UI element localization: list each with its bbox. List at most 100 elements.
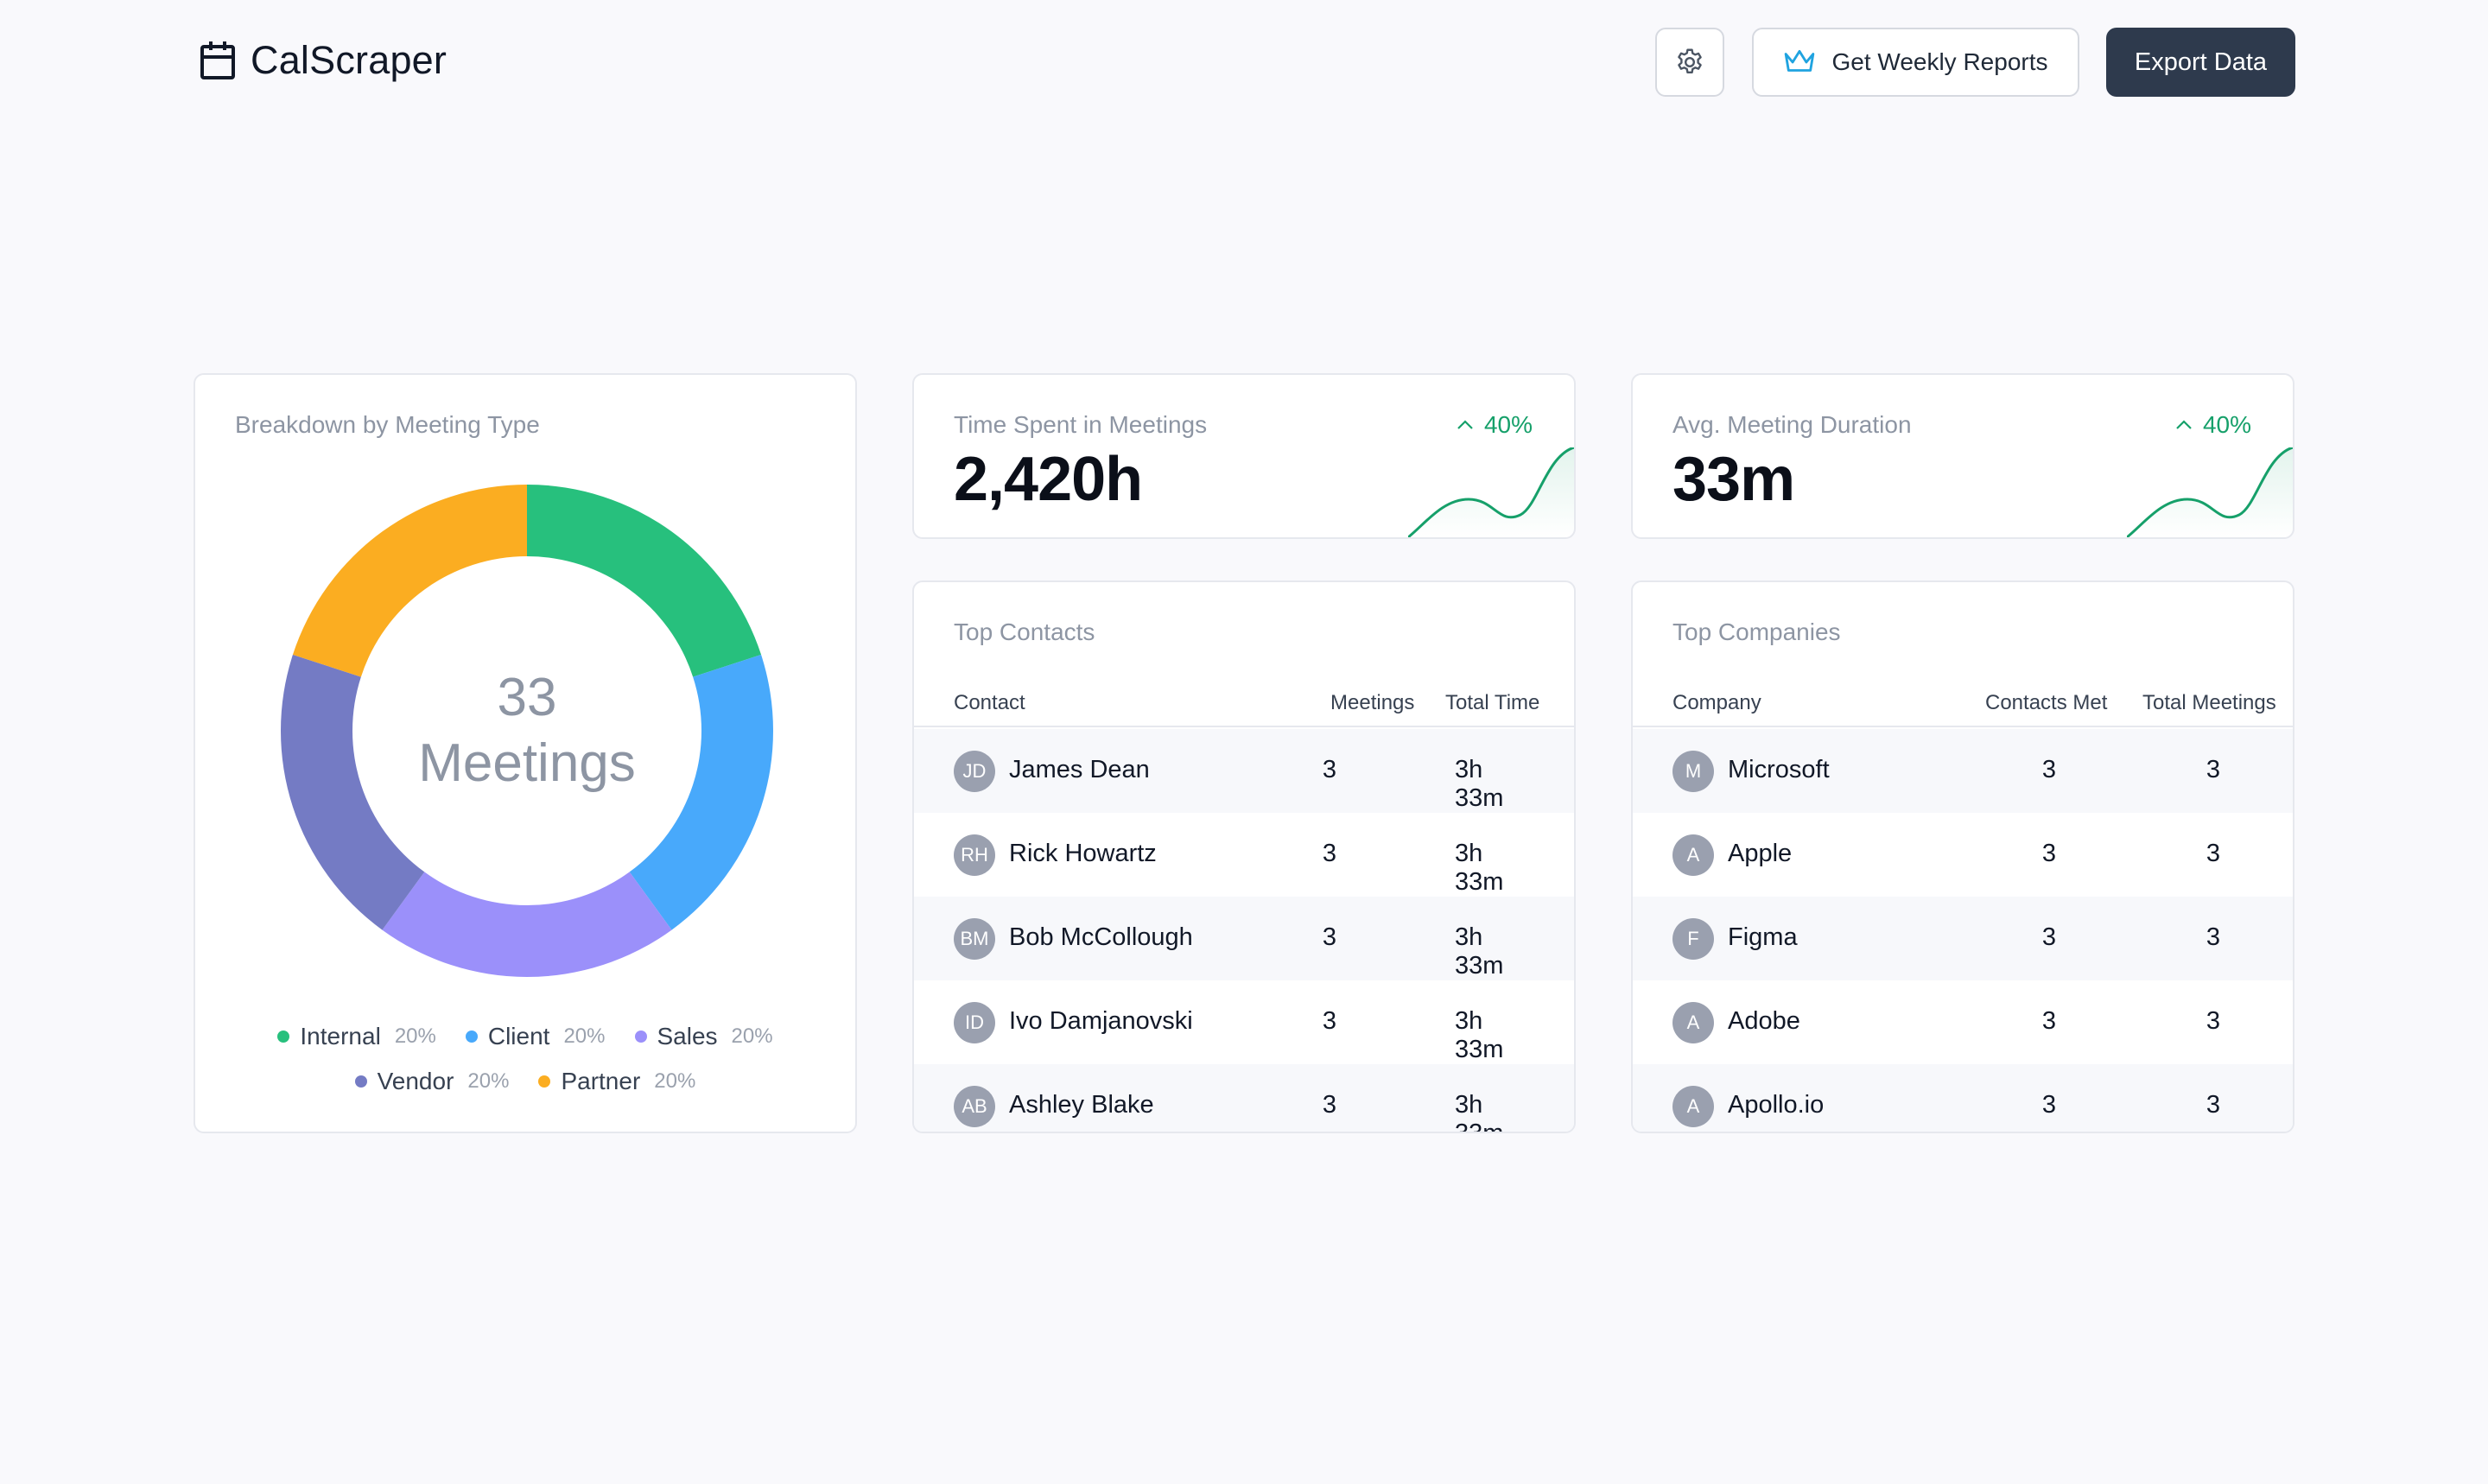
donut-slice-partner[interactable] [292,485,527,677]
total-meetings: 3 [2206,1091,2221,1119]
legend-pct: 20% [654,1069,696,1093]
legend-label: Sales [657,1023,718,1050]
legend-item-sales[interactable]: Sales 20% [634,1023,773,1050]
table-row[interactable]: AB Ashley Blake 3 3h 33m [914,1064,1574,1133]
avatar: JD [954,751,995,792]
table-header: Contact Meetings Total Time [914,679,1574,727]
avatar: A [1672,1086,1714,1127]
company-name: Apple [1728,840,1793,867]
meetings-count: 33 [497,668,557,727]
table-row[interactable]: A Apollo.io 3 3 [1633,1064,2293,1132]
donut-slice-client[interactable] [629,654,773,930]
table-header: Company Contacts Met Total Meetings [1633,679,2293,727]
stat-title: Time Spent in Meetings [954,411,1208,438]
column-header-total-time[interactable]: Total Time [1445,691,1540,714]
table-row[interactable]: BM Bob McCollough 3 3h 33m [914,897,1574,980]
total-time: 3h 33m [1455,1091,1504,1133]
legend-dot [277,1031,290,1043]
total-time: 3h 33m [1455,840,1504,896]
contact-name: Bob McCollough [1009,923,1193,951]
reports-label: Get Weekly Reports [1831,48,2048,75]
legend-item-client[interactable]: Client 20% [465,1023,606,1050]
get-weekly-reports-button[interactable]: Get Weekly Reports [1752,28,2079,97]
stat-change: 40% [1455,411,1533,439]
avatar: A [1672,1002,1714,1043]
contacts-met: 3 [2041,1091,2057,1119]
legend-label: Partner [561,1068,641,1094]
legend-dot [538,1075,551,1088]
legend-label: Vendor [377,1068,454,1094]
column-header-company[interactable]: Company [1672,691,1761,714]
brand[interactable]: CalScraper [199,38,447,83]
legend-pct: 20% [563,1024,606,1048]
legend-label: Internal [300,1023,381,1050]
avatar: BM [954,918,995,960]
crown-icon [1785,49,1815,72]
donut-chart [280,485,773,977]
avatar: RH [954,834,995,876]
stat-value: 2,420h [954,445,1143,514]
column-header-meetings[interactable]: Meetings [1330,691,1415,714]
avatar: A [1672,834,1714,876]
stat-title: Avg. Meeting Duration [1672,411,1912,438]
legend-dot [634,1031,647,1043]
column-header-contact[interactable]: Contact [954,691,1025,714]
company-name: Microsoft [1728,756,1830,783]
contact-name: Ivo Damjanovski [1009,1007,1193,1035]
meetings-count: 3 [1322,923,1337,951]
total-time: 3h 33m [1455,756,1504,812]
legend-dot [354,1075,367,1088]
export-data-button[interactable]: Export Data [2106,28,2295,97]
legend-pct: 20% [731,1024,773,1048]
table-row[interactable]: F Figma 3 3 [1633,897,2293,980]
stat-value: 33m [1672,445,1795,514]
avatar: AB [954,1086,995,1127]
table-row[interactable]: M Microsoft 3 3 [1633,729,2293,813]
column-header-contacts-met[interactable]: Contacts Met [1985,691,2108,714]
table-row[interactable]: ID Ivo Damjanovski 3 3h 33m [914,980,1574,1064]
sparkline [1408,447,1574,537]
legend-row: Vendor 20% Partner 20% [195,1068,855,1095]
donut-slice-internal[interactable] [527,485,762,677]
top-contacts-title: Top Contacts [954,618,1095,645]
top-companies-card: Top Companies Company Contacts Met Total… [1631,580,2294,1133]
legend-pct: 20% [467,1069,510,1093]
contact-name: James Dean [1009,756,1150,783]
donut-slice-sales[interactable] [382,872,672,977]
top-companies-title: Top Companies [1672,618,1841,645]
table-row[interactable]: A Apple 3 3 [1633,813,2293,897]
column-header-total-meetings[interactable]: Total Meetings [2142,691,2276,714]
breakdown-title: Breakdown by Meeting Type [235,411,540,438]
calendar-icon [200,41,235,79]
legend-item-partner[interactable]: Partner 20% [538,1068,695,1095]
table-row[interactable]: A Adobe 3 3 [1633,980,2293,1064]
company-name: Adobe [1728,1007,1800,1035]
table-row[interactable]: RH Rick Howartz 3 3h 33m [914,813,1574,897]
contacts-met: 3 [2041,923,2057,951]
breakdown-card: Breakdown by Meeting Type 33 Meetings In… [194,373,857,1133]
donut-center: 33 Meetings [278,482,776,980]
settings-button[interactable] [1655,28,1724,97]
stat-change: 40% [2174,411,2251,439]
sparkline [2127,447,2293,537]
app-name: CalScraper [251,38,447,82]
meetings-label: Meetings [418,733,636,793]
legend-item-vendor[interactable]: Vendor 20% [354,1068,510,1095]
meetings-count: 3 [1322,840,1337,867]
total-meetings: 3 [2206,756,2221,783]
avatar: F [1672,918,1714,960]
contacts-met: 3 [2041,1007,2057,1035]
donut-slice-vendor[interactable] [280,654,425,930]
export-label: Export Data [2134,48,2268,76]
gear-icon [1678,48,1702,74]
stat-card-time-spent: Time Spent in Meetings 40% 2,420h [912,373,1576,539]
stat-change-value: 40% [2202,411,2251,438]
contacts-met: 3 [2041,840,2057,867]
company-name: Figma [1728,923,1798,951]
legend-label: Client [487,1023,550,1050]
meetings-count: 3 [1322,1091,1337,1119]
table-row[interactable]: JD James Dean 3 3h 33m [914,729,1574,813]
contacts-met: 3 [2041,756,2057,783]
avatar: ID [954,1002,995,1043]
legend-item-internal[interactable]: Internal 20% [277,1023,436,1050]
